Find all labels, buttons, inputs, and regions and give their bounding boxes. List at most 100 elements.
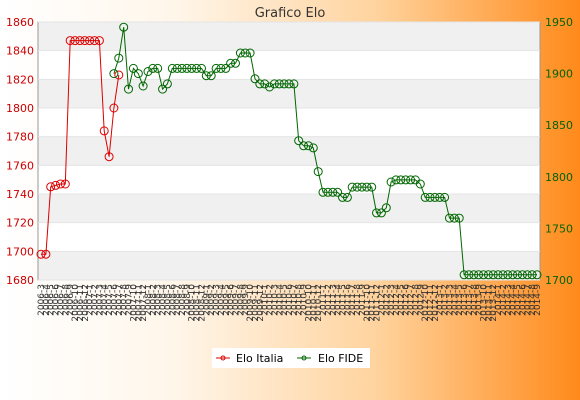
x-tick-label: 2014-9 xyxy=(533,284,543,316)
legend-fide-label: Elo FIDE xyxy=(318,352,363,365)
data-point xyxy=(85,36,95,46)
x-tick-label: 2011-1 xyxy=(319,284,329,316)
data-point xyxy=(143,67,153,76)
data-point xyxy=(245,48,255,58)
y-right-tick-label: 1700 xyxy=(545,274,573,287)
data-point xyxy=(80,36,90,46)
x-tick-label: 2010-5 xyxy=(280,284,290,316)
legend-fide-marker xyxy=(301,355,307,361)
data-point xyxy=(274,79,284,89)
y-left-tick-label: 1740 xyxy=(6,188,34,201)
x-tick-label: 2008-7 xyxy=(173,284,183,316)
x-tick-label: 2014-6 xyxy=(518,284,528,316)
data-point xyxy=(406,175,416,185)
x-tick-label: 2010-3 xyxy=(270,284,280,316)
x-tick-label: 2011-9 xyxy=(358,284,368,316)
data-point xyxy=(226,58,236,68)
x-tick-label: 2014-2 xyxy=(499,284,509,316)
x-tick-label: 2007-5 xyxy=(105,284,115,316)
x-tick-label: 2008-10 xyxy=(188,284,198,322)
x-tick-label: 2014-7 xyxy=(523,284,533,316)
x-tick-label: 2010-6 xyxy=(285,284,295,316)
x-tick-label: 2013-3 xyxy=(445,284,455,316)
data-point xyxy=(347,182,357,192)
data-point xyxy=(56,179,65,189)
data-point xyxy=(308,143,318,153)
x-tick-label: 2014-1 xyxy=(494,284,504,316)
data-point xyxy=(513,270,522,280)
x-tick-label: 2009-2 xyxy=(207,284,217,316)
x-tick-label: 2009-12 xyxy=(256,284,266,322)
data-point xyxy=(182,63,192,73)
x-tick-label: 2012-7 xyxy=(407,284,417,316)
x-tick-label: 2014-4 xyxy=(509,284,519,316)
data-point xyxy=(187,63,197,73)
data-point xyxy=(342,192,352,202)
x-tick-label: 2008-9 xyxy=(183,284,193,316)
data-point xyxy=(498,270,508,280)
x-tick-label: 2006-4 xyxy=(42,284,52,316)
data-point xyxy=(65,36,75,46)
data-point xyxy=(109,69,119,79)
y-left-tick-label: 1840 xyxy=(6,45,34,58)
x-tick-label: 2007-10 xyxy=(129,284,139,322)
data-point xyxy=(493,270,503,280)
x-tick-label: 2006-11 xyxy=(76,284,86,322)
data-point xyxy=(109,103,119,113)
data-point xyxy=(114,53,124,63)
grid-band xyxy=(38,251,540,280)
data-point xyxy=(192,63,202,73)
x-tick-label: 2011-7 xyxy=(348,284,358,316)
x-tick-label: 2007-3 xyxy=(95,284,105,316)
x-tick-label: 2008-2 xyxy=(149,284,159,316)
x-tick-label: 2007-6 xyxy=(110,284,120,316)
data-point xyxy=(323,187,333,197)
x-tick-label: 2010-11 xyxy=(309,284,319,322)
x-tick-label: 2010-8 xyxy=(295,284,305,316)
x-tick-label: 2010-1 xyxy=(261,284,271,316)
data-point xyxy=(128,63,138,73)
x-tick-label: 2013-6 xyxy=(460,284,470,316)
data-point xyxy=(177,63,187,73)
data-point xyxy=(289,79,299,89)
data-point xyxy=(488,270,498,280)
x-tick-label: 2011-11 xyxy=(368,284,378,322)
data-point xyxy=(162,79,172,89)
data-point xyxy=(357,182,367,192)
y-left-tick-label: 1780 xyxy=(6,131,34,144)
data-point xyxy=(459,270,469,280)
data-point xyxy=(386,177,396,187)
x-tick-label: 2014-8 xyxy=(528,284,538,316)
x-tick-label: 2006-5 xyxy=(47,284,57,316)
grid-lines xyxy=(38,21,540,281)
legend-box xyxy=(212,348,370,368)
x-tick-label: 2007-2 xyxy=(90,284,100,316)
x-tick-label: 2013-8 xyxy=(470,284,480,316)
series-line xyxy=(41,40,120,255)
x-tick-label: 2008-12 xyxy=(197,284,207,322)
data-point xyxy=(479,270,488,280)
data-point xyxy=(362,182,372,192)
data-point xyxy=(46,182,56,192)
legend: Elo Italia Elo FIDE xyxy=(212,348,370,368)
x-tick-label: 2006-9 xyxy=(66,284,76,316)
data-point xyxy=(197,63,206,73)
x-tick-label: 2007-1 xyxy=(86,284,96,316)
x-tick-label: 2011-5 xyxy=(338,284,348,316)
data-point xyxy=(376,208,386,218)
data-point xyxy=(381,203,391,213)
x-tick-label: 2011-6 xyxy=(343,284,353,316)
data-point xyxy=(158,84,168,94)
data-point xyxy=(333,187,343,197)
right-y-axis: 1700 1750 1800 1850 1900 1950 xyxy=(545,16,573,287)
x-tick-label: 2009-10 xyxy=(246,284,256,322)
data-point xyxy=(527,270,537,280)
y-left-tick-label: 1700 xyxy=(6,245,34,258)
data-point xyxy=(94,36,104,46)
data-point xyxy=(148,63,158,73)
y-left-tick-label: 1760 xyxy=(6,159,34,172)
x-tick-label: 2006-8 xyxy=(61,284,71,316)
data-point xyxy=(449,213,459,223)
x-tick-label: 2010-10 xyxy=(304,284,314,322)
